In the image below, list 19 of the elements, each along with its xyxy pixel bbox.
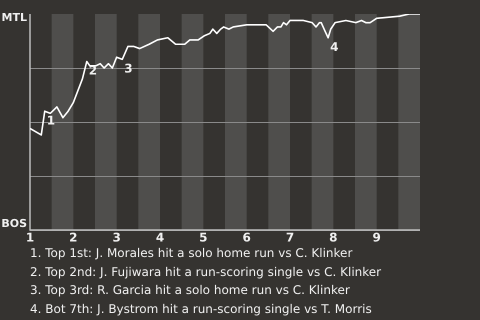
- text: MTL: [2, 10, 27, 24]
- x-tick-label: 3: [112, 230, 121, 244]
- x-tick-label: 9: [372, 230, 381, 244]
- text: BOS: [1, 216, 28, 230]
- x-tick-label: 8: [329, 230, 338, 244]
- x-tick-label: 6: [242, 230, 251, 244]
- text: 2. Top 2nd: J. Fujiwara hit a run-scoring single vs C. Klinker: [30, 264, 382, 280]
- x-tick-label: 2: [69, 230, 78, 244]
- annotation: 2: [88, 64, 98, 78]
- x-tick-label: 1: [26, 230, 34, 244]
- annotation: 1: [46, 113, 56, 128]
- text: 4. Bot 7th: J. Bystrom hit a run-scoring single vs T. Morris: [30, 300, 373, 318]
- text: 3. Top 3rd: R. Garcia hit a solo home run vs C. Klinker: [30, 282, 351, 299]
- x-tick-label: 7: [286, 230, 294, 244]
- x-tick-label: 4: [156, 230, 164, 244]
- annotation: 4: [330, 40, 338, 54]
- text: 1. Top 1st: J. Morales hit a solo home run vs C. Klinker: [30, 245, 354, 262]
- annotation: 3: [124, 61, 133, 76]
- x-tick-label: 5: [199, 230, 208, 244]
